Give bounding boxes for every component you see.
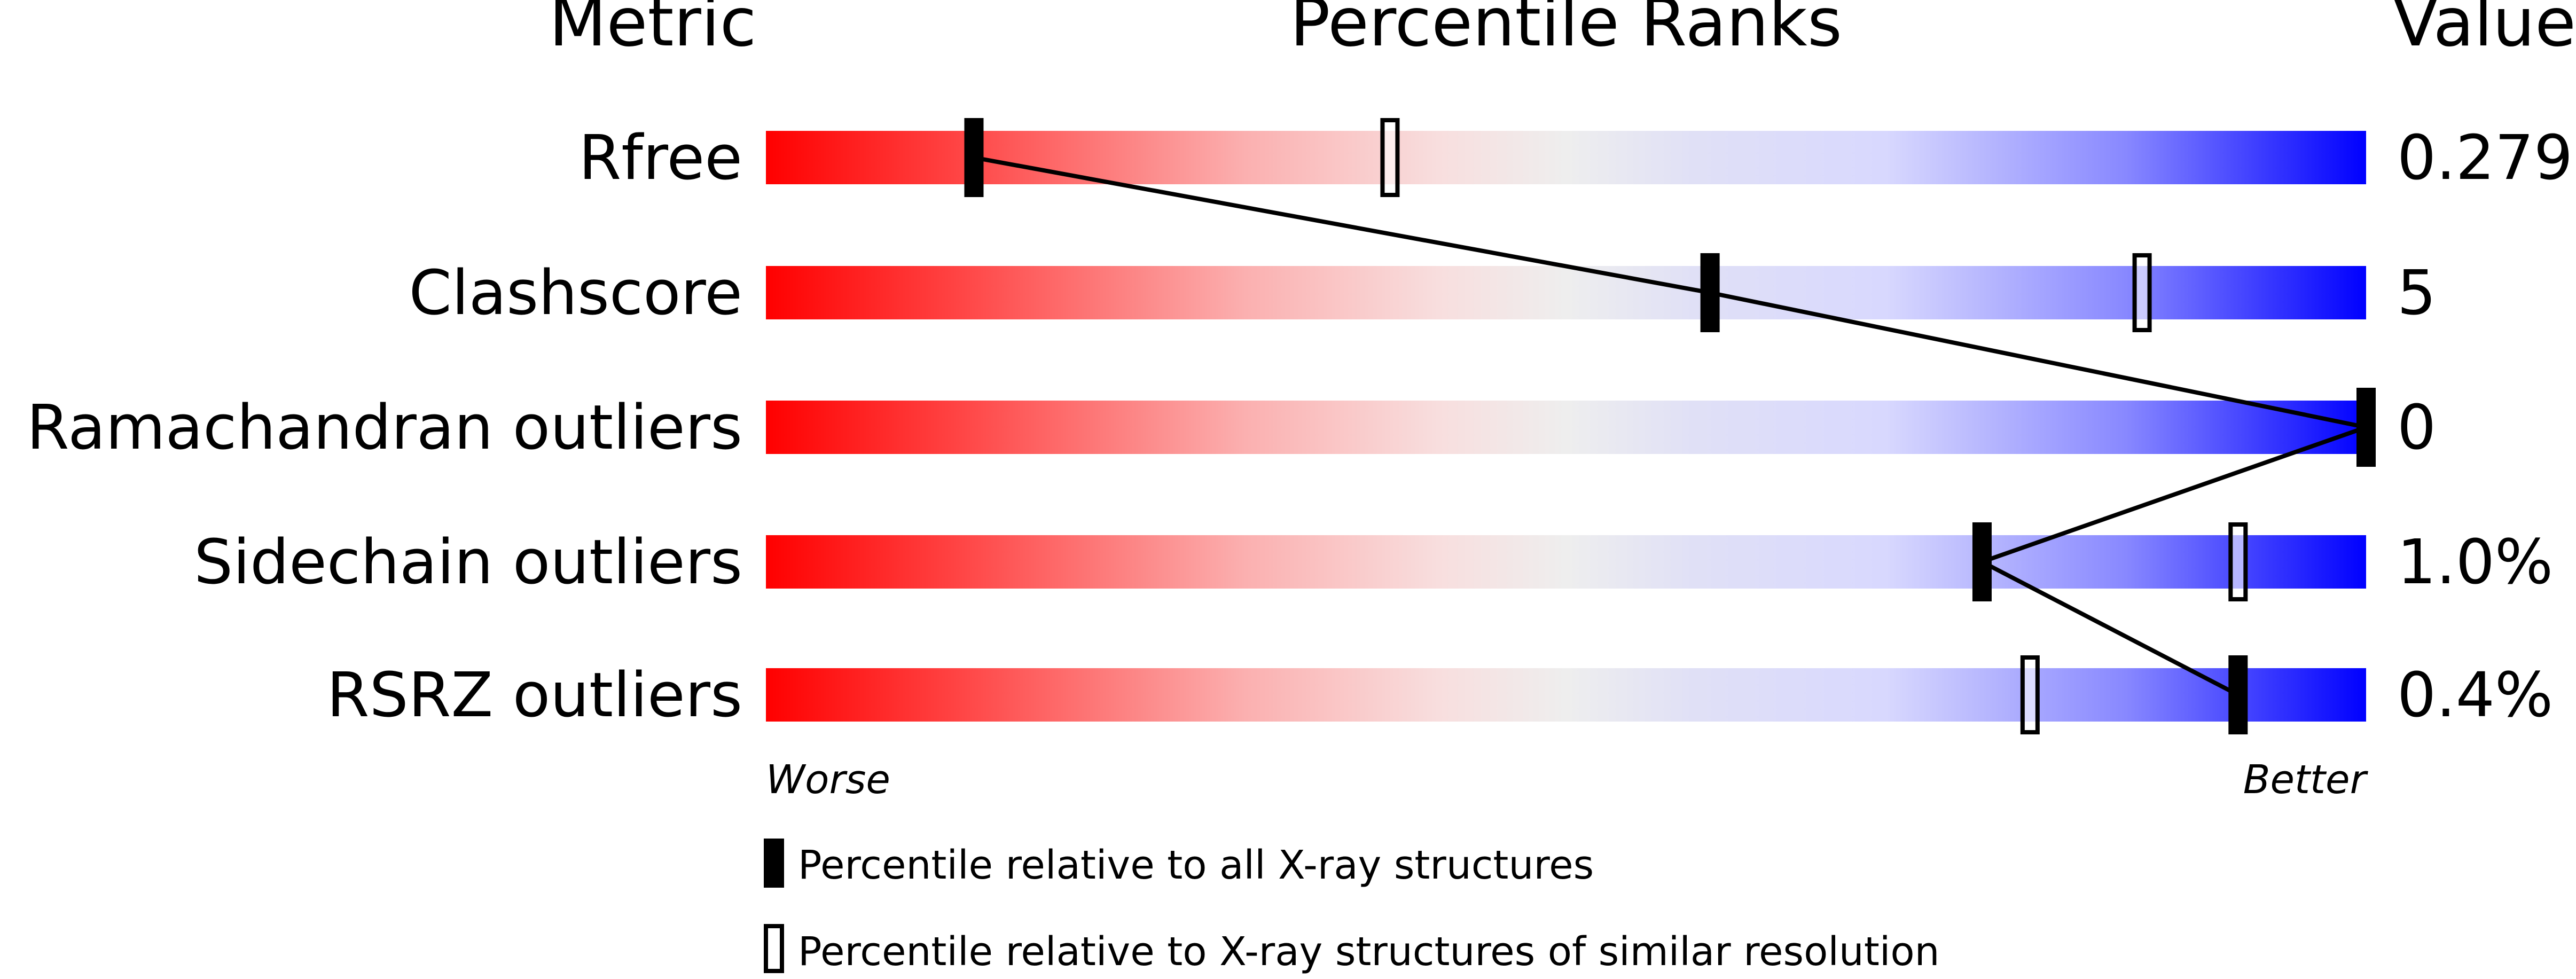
similar-resolution-marker	[1380, 118, 1400, 197]
all-structures-marker	[1972, 522, 1992, 601]
percentile-bar	[766, 266, 2366, 319]
legend-filled-label: Percentile relative to all X-ray structu…	[798, 842, 1594, 888]
similar-resolution-marker	[2132, 253, 2152, 332]
metric-value: 0.279	[2397, 122, 2573, 194]
percentile-bar	[766, 535, 2366, 589]
metric-value: 0	[2397, 392, 2436, 464]
all-structures-marker	[964, 118, 984, 197]
better-label: Better	[2243, 757, 2369, 803]
legend-hollow-marker	[764, 924, 784, 973]
metric-label: Ramachandran outliers	[27, 392, 742, 464]
metric-label: Sidechain outliers	[194, 527, 742, 598]
metric-label: RSRZ outliers	[327, 660, 742, 731]
metric-value: 5	[2397, 257, 2436, 329]
metric-value: 1.0%	[2397, 527, 2553, 598]
percentile-bar	[766, 401, 2366, 454]
all-structures-marker	[1700, 253, 1720, 332]
metric-value: 0.4%	[2397, 660, 2553, 731]
header-value: Value	[2393, 0, 2576, 61]
header-metric: Metric	[549, 0, 757, 61]
similar-resolution-marker	[2020, 655, 2040, 734]
metric-label: Clashscore	[409, 257, 742, 329]
all-structures-marker	[2228, 655, 2248, 734]
legend-hollow-label: Percentile relative to X-ray structures …	[798, 929, 1940, 975]
legend-filled-marker	[764, 839, 784, 888]
metric-label: Rfree	[578, 122, 742, 194]
similar-resolution-marker	[2228, 522, 2248, 601]
percentile-bar	[766, 131, 2366, 184]
worse-label: Worse	[766, 757, 890, 803]
percentile-bar	[766, 668, 2366, 722]
all-structures-marker	[2356, 388, 2376, 467]
header-percentile-ranks: Percentile Ranks	[1290, 0, 1842, 61]
